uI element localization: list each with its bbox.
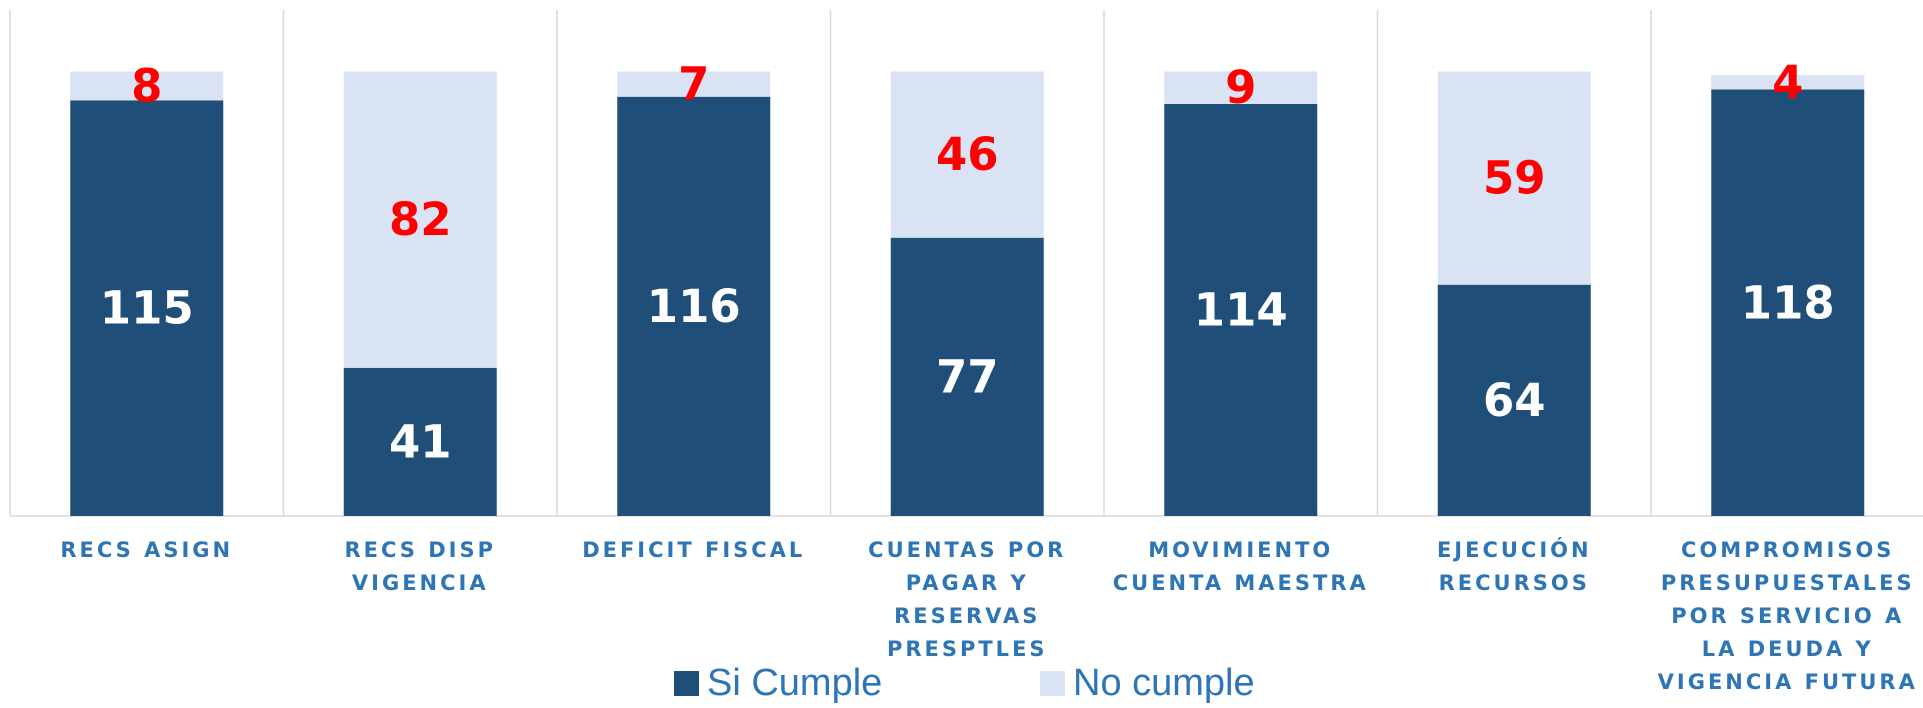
data-label: 114 [1194, 283, 1288, 336]
data-label: 82 [389, 193, 452, 246]
data-label: 118 [1741, 276, 1835, 329]
data-label: 4 [1772, 56, 1803, 109]
data-label: 8 [131, 59, 162, 112]
data-label: 115 [100, 282, 194, 335]
x-tick-label: DEFICIT FISCAL [582, 538, 806, 562]
data-label: 59 [1483, 152, 1546, 205]
legend-label: Si Cumple [707, 662, 883, 704]
data-label: 64 [1483, 374, 1546, 427]
x-tick-label: MOVIMIENTO CUENTA MAESTRA [1112, 538, 1369, 595]
x-tick-label: RECS DISP VIGENCIA [344, 538, 496, 595]
legend-swatch [1040, 671, 1065, 696]
bar-segment [1164, 103, 1318, 516]
bar-segment [617, 96, 771, 516]
bar-segment [70, 71, 224, 101]
legend-item: Si Cumple [674, 662, 882, 705]
bar-segment [890, 71, 1044, 238]
x-tick-label: COMPROMISOS PRESUPUESTALES POR SERVICIO … [1657, 538, 1918, 694]
bar-segment [617, 71, 771, 97]
x-tick-label: EJECUCIÓN RECURSOS [1436, 538, 1592, 595]
bar-segment [890, 237, 1044, 516]
data-label: 116 [647, 280, 741, 333]
bar-segment [343, 71, 497, 368]
data-label: 77 [936, 350, 999, 403]
legend-swatch [674, 671, 699, 696]
bar-segment [1711, 89, 1865, 516]
bar-segment [70, 100, 224, 516]
bar-segment [1437, 284, 1591, 516]
legend-label: No cumple [1073, 662, 1255, 704]
bar-segment [1164, 71, 1318, 104]
data-label: 7 [678, 58, 709, 111]
bar-segment [343, 367, 497, 516]
data-label: 41 [389, 415, 452, 468]
bar-segment [1437, 71, 1591, 285]
x-tick-label: RECS ASIGN [60, 538, 234, 562]
data-label: 46 [936, 128, 999, 181]
bar-segment [1711, 75, 1865, 90]
legend-item: No cumple [1040, 662, 1255, 705]
x-tick-label: CUENTAS POR PAGAR Y RESERVAS PRESPTLES [868, 538, 1067, 661]
data-label: 9 [1225, 61, 1256, 114]
